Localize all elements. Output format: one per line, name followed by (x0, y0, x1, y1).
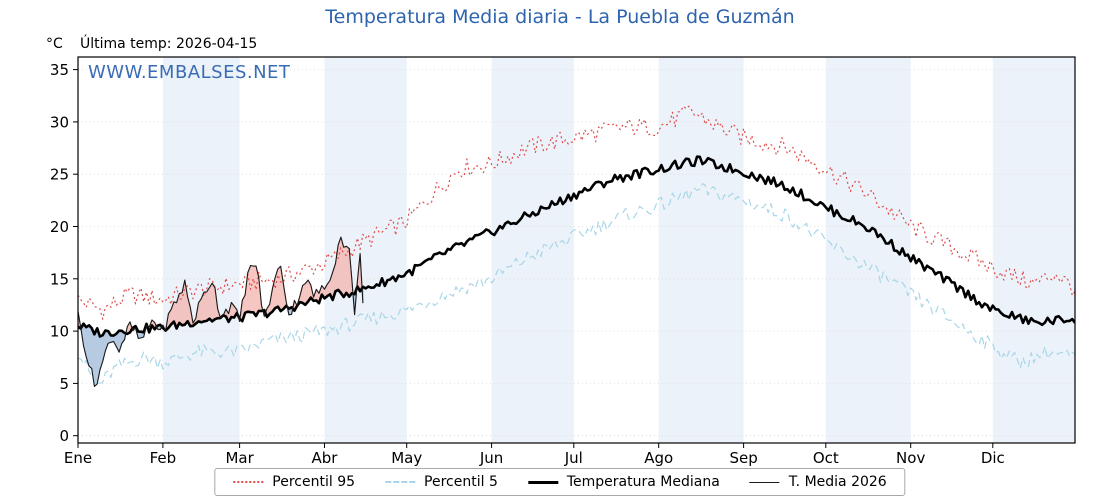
chart-title: Temperatura Media diaria - La Puebla de … (325, 6, 795, 28)
mediana-line-sample (527, 480, 558, 484)
svg-text:Jul: Jul (564, 449, 583, 467)
svg-text:Abr: Abr (312, 449, 339, 467)
svg-text:Ago: Ago (644, 449, 673, 467)
svg-text:25: 25 (50, 166, 69, 184)
media2026-line-sample (749, 481, 780, 483)
svg-text:20: 20 (50, 218, 69, 236)
legend-label-percentil5: Percentil 5 (424, 474, 498, 490)
watermark: WWW.EMBALSES.NET (88, 62, 291, 83)
svg-text:Oct: Oct (813, 449, 839, 467)
svg-text:Ene: Ene (64, 449, 92, 467)
svg-text:Feb: Feb (150, 449, 177, 467)
percentil95-line-sample (233, 481, 264, 483)
legend-item-mediana: Temperatura Mediana (527, 474, 720, 490)
svg-text:Sep: Sep (729, 449, 757, 467)
y-unit-label: °C (46, 36, 63, 52)
legend-label-media2026: T. Media 2026 (788, 474, 887, 490)
legend-label-percentil95: Percentil 95 (272, 474, 356, 490)
svg-text:15: 15 (50, 270, 69, 288)
svg-text:May: May (391, 449, 422, 467)
legend: Percentil 95 Percentil 5 Temperatura Med… (214, 468, 906, 496)
svg-text:0: 0 (59, 427, 69, 445)
legend-item-percentil95: Percentil 95 (233, 474, 355, 490)
svg-text:35: 35 (50, 61, 69, 79)
svg-text:Mar: Mar (225, 449, 254, 467)
legend-item-media2026: T. Media 2026 (749, 474, 887, 490)
last-temp-label: Última temp: 2026-04-15 (80, 36, 258, 52)
svg-text:Dic: Dic (981, 449, 1005, 467)
svg-text:5: 5 (59, 375, 69, 393)
svg-text:Jun: Jun (479, 449, 503, 467)
percentil5-line-sample (385, 481, 416, 483)
legend-item-percentil5: Percentil 5 (385, 474, 498, 490)
legend-label-mediana: Temperatura Mediana (566, 474, 720, 490)
svg-text:10: 10 (50, 323, 69, 341)
svg-text:Nov: Nov (896, 449, 925, 467)
svg-text:30: 30 (50, 113, 69, 131)
